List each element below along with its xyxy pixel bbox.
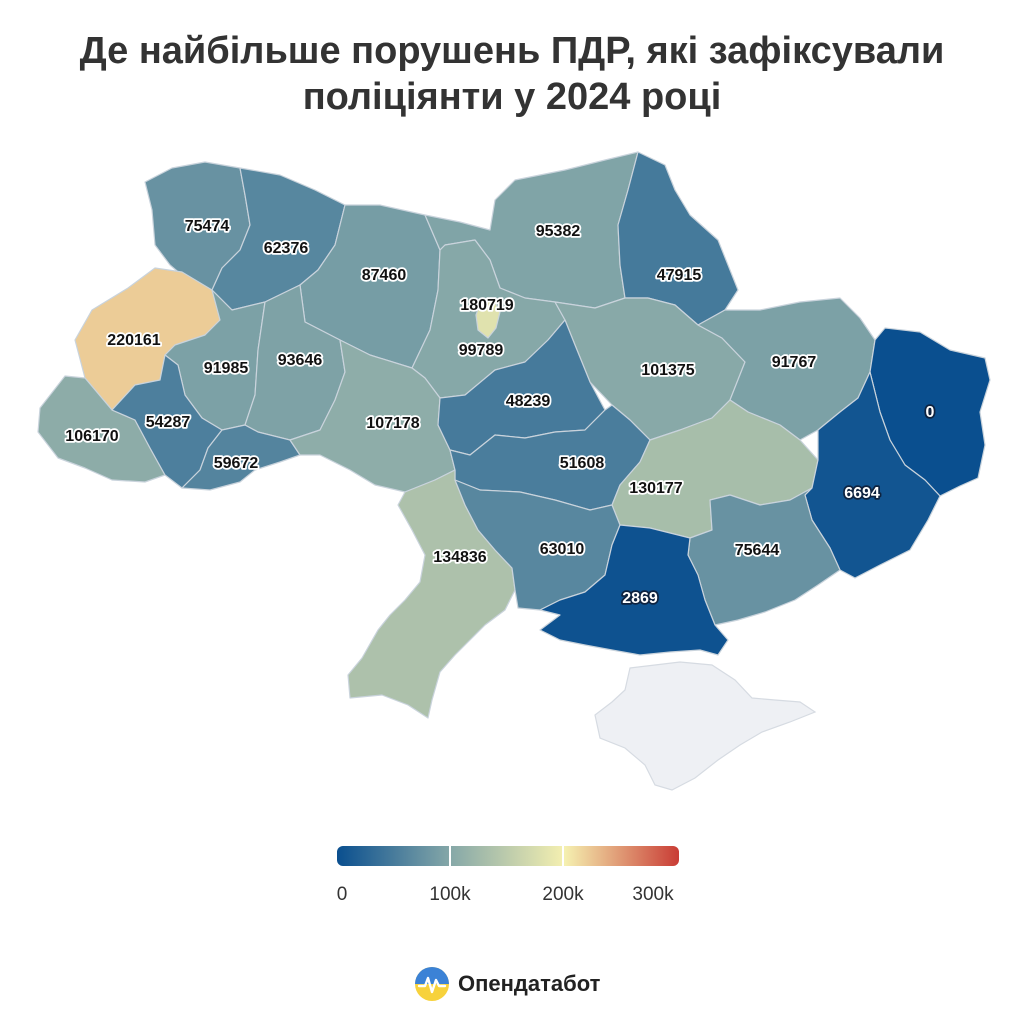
region-crimea-no-data	[594, 661, 817, 791]
region-value-sumy: 47915	[657, 267, 702, 284]
region-value-kyiv-oblast: 99789	[459, 342, 504, 359]
legend-tick-100k: 100k	[429, 884, 471, 905]
region-value-chernihiv: 95382	[536, 223, 581, 240]
legend-tick-0: 0	[336, 884, 348, 905]
page-title: Де найбільше порушень ПДР, які зафіксува…	[0, 28, 1024, 120]
region-value-odesa: 134836	[433, 549, 486, 566]
region-chernivtsi[interactable]	[181, 424, 301, 491]
region-value-kharkiv: 91767	[772, 354, 817, 371]
legend-tick-200k: 200k	[542, 884, 584, 905]
region-kyiv-city[interactable]	[475, 297, 501, 339]
region-value-lviv: 220161	[107, 332, 160, 349]
region-value-volyn: 75474	[185, 218, 230, 235]
region-value-zakarpattia: 106170	[65, 428, 118, 445]
legend-divider-100k	[449, 846, 451, 866]
brand-name: Опендатабот	[458, 971, 601, 996]
region-value-luhansk: 0	[926, 404, 935, 421]
color-scale-bar	[337, 846, 679, 866]
region-value-poltava: 101375	[641, 362, 694, 379]
region-value-kirovohrad: 51608	[560, 455, 605, 472]
region-value-khmelnytskyi: 93646	[278, 352, 323, 369]
region-value-kherson: 2869	[622, 590, 658, 607]
region-value-cherkasy: 48239	[506, 393, 551, 410]
region-value-vinnytsia: 107178	[366, 415, 419, 432]
region-value-zaporizhzhia: 75644	[735, 542, 780, 559]
region-kherson[interactable]	[539, 524, 729, 656]
legend-divider-200k	[562, 846, 564, 866]
region-value-ivano-frankivsk: 54287	[146, 414, 191, 431]
brand: Опендатабот	[414, 964, 600, 1004]
region-value-mykolaiv: 63010	[540, 541, 585, 558]
region-value-donetsk: 6694	[844, 485, 880, 502]
legend-tick-300k: 300k	[632, 884, 674, 905]
region-value-zhytomyr: 87460	[362, 267, 407, 284]
opendatabot-logo-icon	[415, 967, 449, 1001]
region-value-dnipropetrovsk: 130177	[629, 480, 682, 497]
title-line-1: Де найбільше порушень ПДР, які зафіксува…	[79, 30, 945, 72]
region-value-kyiv-city: 180719	[460, 297, 513, 314]
region-value-rivne: 62376	[264, 240, 309, 257]
region-value-chernivtsi: 59672	[214, 455, 259, 472]
title-line-2: поліціянти у 2024 році	[302, 76, 722, 118]
region-value-ternopil: 91985	[204, 360, 249, 377]
